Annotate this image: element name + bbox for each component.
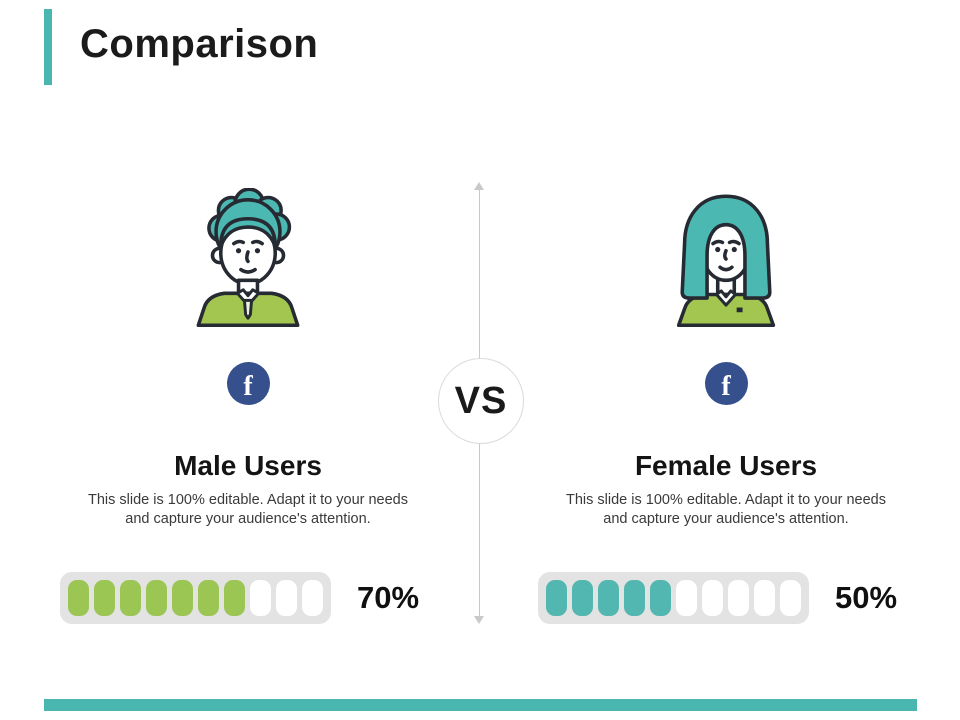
facebook-icon: f (226, 362, 270, 405)
progress-segment (198, 580, 219, 616)
divider-arrow-down-icon (474, 616, 484, 624)
male-progress-row: 70% (60, 572, 419, 624)
progress-segment (94, 580, 115, 616)
female-percent-label: 50% (835, 580, 898, 615)
male-users-description: This slide is 100% editable. Adapt it to… (88, 491, 408, 527)
female-progress-row: 50% (538, 572, 897, 624)
page-title: Comparison (80, 22, 319, 66)
male-percent-label: 70% (357, 580, 420, 615)
female-user-avatar (655, 188, 797, 330)
progress-segment (598, 580, 619, 616)
progress-segment (780, 580, 801, 616)
divider-arrow-up-icon (474, 182, 484, 190)
progress-segment (624, 580, 645, 616)
progress-segment (276, 580, 297, 616)
progress-segment (120, 580, 141, 616)
progress-segment (68, 580, 89, 616)
male-user-avatar (177, 188, 319, 330)
progress-segment (650, 580, 671, 616)
progress-segment (302, 580, 323, 616)
progress-segment (676, 580, 697, 616)
facebook-letter: f (243, 370, 253, 402)
progress-segment (754, 580, 775, 616)
progress-segment (572, 580, 593, 616)
female-users-heading: Female Users (634, 450, 818, 481)
facebook-letter: f (721, 370, 731, 402)
female-users-description: This slide is 100% editable. Adapt it to… (566, 491, 886, 527)
progress-segment (250, 580, 271, 616)
progress-segment (224, 580, 245, 616)
facebook-icon: f (704, 362, 748, 405)
male-progress-bar (60, 572, 331, 624)
progress-segment (702, 580, 723, 616)
female-users-column: f Female Users This slide is 100% editab… (536, 188, 916, 648)
male-users-heading: Male Users (174, 450, 322, 481)
progress-segment (146, 580, 167, 616)
progress-segment (546, 580, 567, 616)
progress-segment (728, 580, 749, 616)
progress-segment (172, 580, 193, 616)
vs-label: VS (454, 379, 508, 422)
female-progress-bar (538, 572, 809, 624)
male-users-column: f Male Users This slide is 100% editable… (58, 188, 438, 648)
title-accent-bar (44, 9, 52, 85)
bottom-accent-bar (44, 699, 917, 711)
vs-badge: VS (438, 358, 524, 444)
